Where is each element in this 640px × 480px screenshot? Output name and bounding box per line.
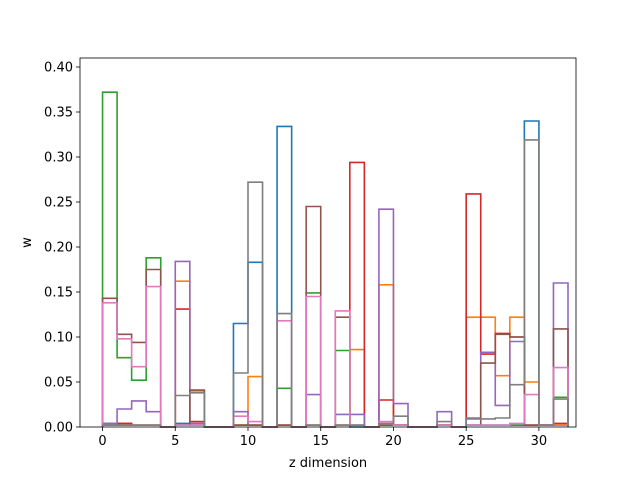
y-tick-label: 0.20: [44, 241, 73, 256]
y-tick-label: 0.00: [44, 421, 73, 436]
x-tick-label: 30: [531, 434, 548, 449]
y-tick-label: 0.10: [44, 331, 73, 346]
y-tick-label: 0.25: [44, 196, 73, 211]
series-8-line: [101, 139, 569, 428]
x-axis-ticks: 0 5 10 15 20 25 30: [98, 427, 547, 449]
x-tick-label: 15: [312, 434, 329, 449]
x-tick-label: 25: [458, 434, 475, 449]
y-tick-label: 0.35: [44, 106, 73, 121]
y-axis-ticks: 0.00 0.05 0.10 0.15 0.20 0.25 0.30 0.35 0.40: [44, 61, 80, 436]
x-axis-label: z dimension: [289, 456, 367, 471]
x-tick-label: 20: [385, 434, 402, 449]
y-tick-label: 0.30: [44, 151, 73, 166]
y-tick-label: 0.15: [44, 286, 73, 301]
y-tick-label: 0.40: [44, 61, 73, 76]
x-tick-label: 5: [171, 434, 179, 449]
y-tick-label: 0.05: [44, 376, 73, 391]
x-tick-label: 0: [98, 434, 106, 449]
plot-frame: [79, 57, 577, 428]
x-tick-label: 10: [240, 434, 257, 449]
y-axis-label: w: [20, 237, 35, 248]
